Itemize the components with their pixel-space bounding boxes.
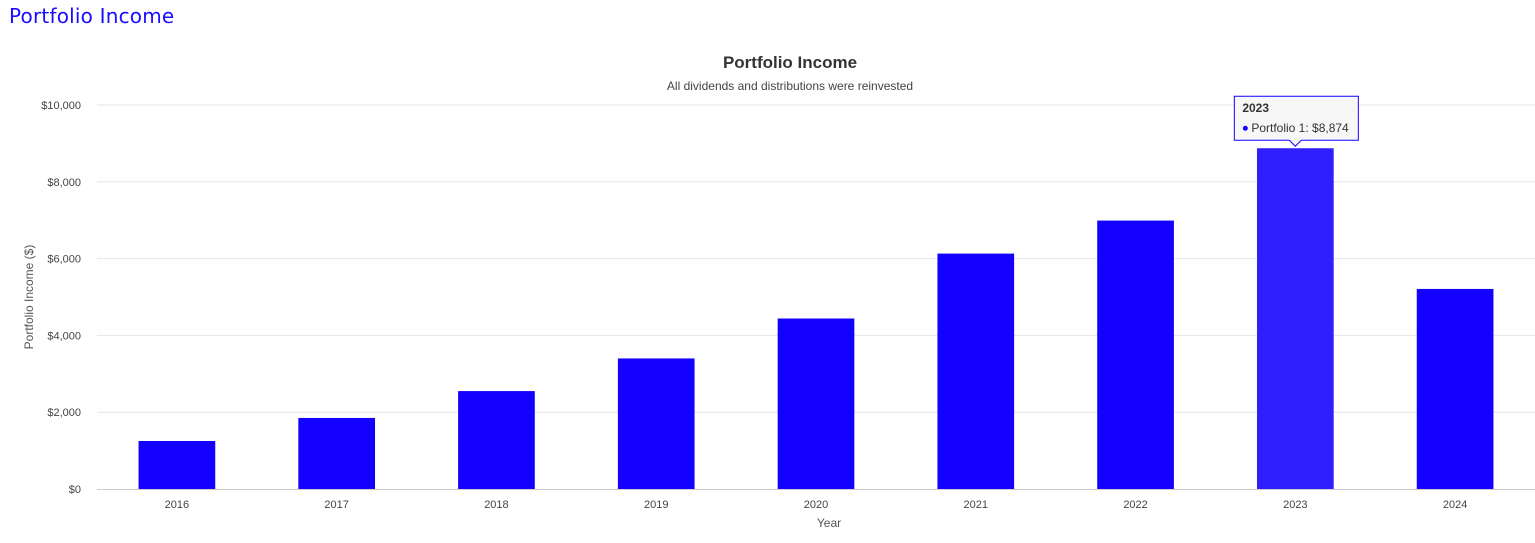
bar-2016[interactable] [138,441,216,489]
bar-2022[interactable] [1097,220,1174,490]
tooltip-title: 2023 [1242,101,1269,115]
y-tick-label: $6,000 [47,254,81,266]
y-tick-label: $4,000 [47,330,81,342]
y-tick-label: $0 [69,484,81,496]
y-axis-title: Portfolio Income ($) [22,245,36,350]
x-tick-label: 2022 [1123,499,1147,511]
bar-2021[interactable] [937,253,1015,489]
y-tick-label: $10,000 [41,100,81,112]
tooltip-series-label: Portfolio 1: [1251,121,1312,135]
chart-tooltip: 2023 Portfolio 1: $8,874 [1233,95,1359,147]
x-tick-label: 2016 [165,499,189,511]
y-tick-label: $8,000 [47,177,81,189]
bar-2020[interactable] [777,318,855,489]
y-axis-ticks: $0 $2,000 $4,000 $6,000 $8,000 $10,000 [41,100,81,496]
x-axis-ticks: 2016 2017 2018 2019 2020 2021 2022 2023 2024 [165,499,1468,511]
x-tick-label: 2017 [324,499,348,511]
page-heading: Portfolio Income [9,4,175,28]
bars [138,148,1494,490]
bar-2017[interactable] [298,417,376,489]
x-tick-label: 2023 [1283,499,1307,511]
x-tick-label: 2019 [644,499,668,511]
chart-title: Portfolio Income [723,53,857,72]
x-tick-label: 2021 [964,499,988,511]
x-axis-title: Year [817,516,841,530]
tooltip-box [1233,95,1359,147]
bar-2024[interactable] [1416,288,1494,489]
chart-subtitle: All dividends and distributions were rei… [667,79,913,93]
tooltip-series-value: Portfolio 1: $8,874 [1251,121,1349,135]
bar-2019[interactable] [617,358,695,489]
x-tick-label: 2024 [1443,499,1467,511]
tooltip-value: $8,874 [1312,121,1349,135]
x-tick-label: 2020 [804,499,828,511]
bar-2023[interactable] [1256,148,1334,489]
bar-2018[interactable] [458,391,535,489]
tooltip-series-dot [1242,125,1248,131]
y-tick-label: $2,000 [47,407,81,419]
x-tick-label: 2018 [484,499,508,511]
